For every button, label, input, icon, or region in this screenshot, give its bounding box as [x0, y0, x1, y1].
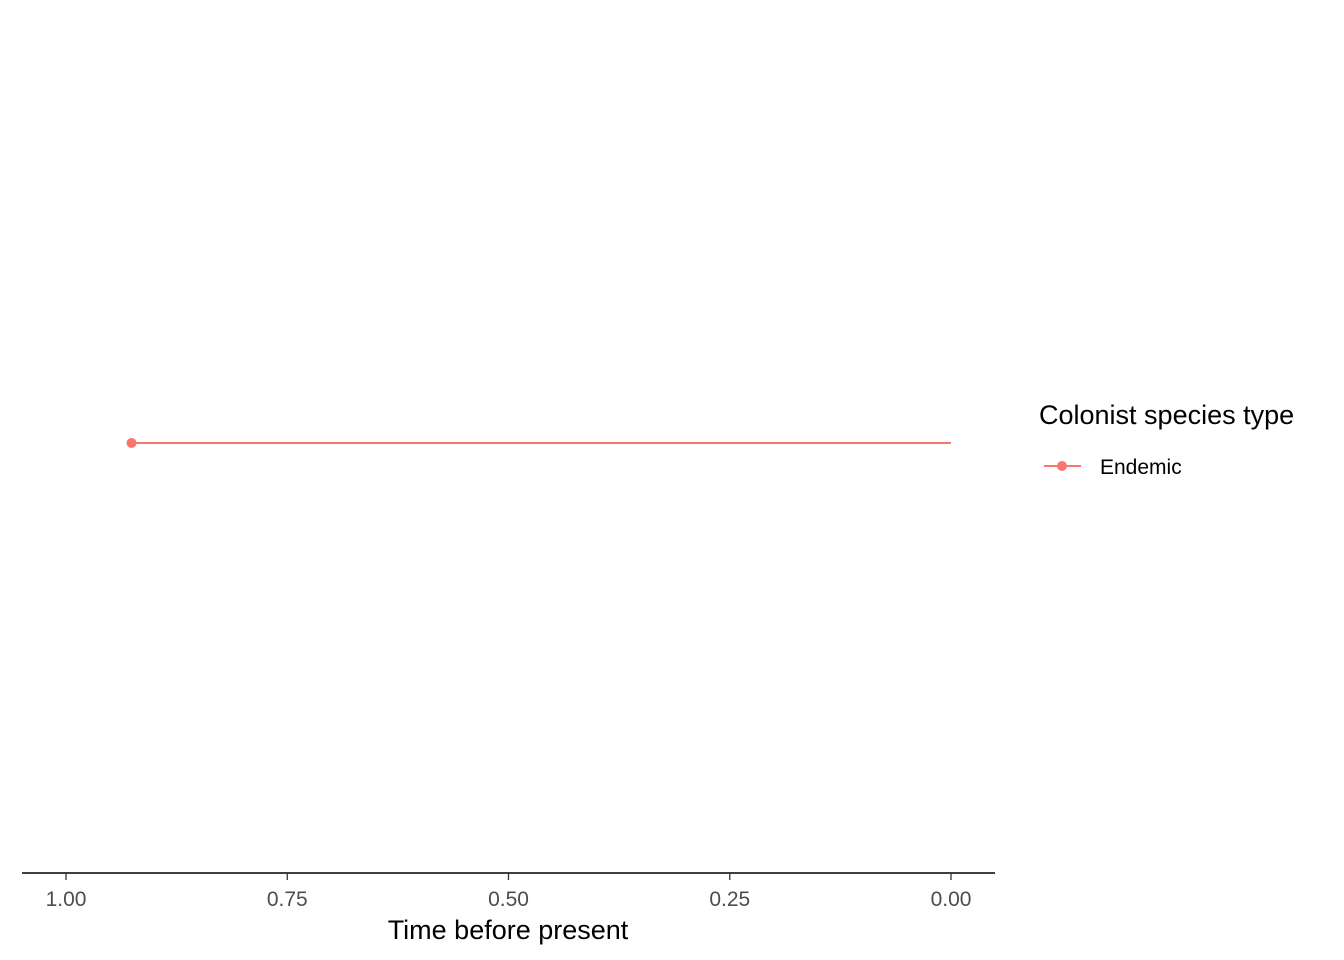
series-point-endemic: [126, 438, 137, 448]
x-tick-label: 0.00: [931, 888, 972, 911]
legend-key-point: [1057, 461, 1067, 471]
plot-panel: [126, 438, 951, 448]
legend: Colonist species type Endemic: [1039, 400, 1294, 479]
x-tick-label: 1.00: [46, 888, 87, 911]
legend-entries: Endemic: [1044, 456, 1182, 479]
x-axis-ticks: 1.00 0.75 0.50 0.25 0.00: [46, 873, 972, 911]
x-axis-title: Time before present: [388, 915, 629, 945]
legend-title: Colonist species type: [1039, 400, 1294, 430]
legend-label: Endemic: [1100, 456, 1182, 479]
legend-key: [1044, 461, 1081, 471]
x-tick-label: 0.25: [709, 888, 750, 911]
x-tick-label: 0.50: [488, 888, 529, 911]
x-tick-label: 0.75: [267, 888, 308, 911]
